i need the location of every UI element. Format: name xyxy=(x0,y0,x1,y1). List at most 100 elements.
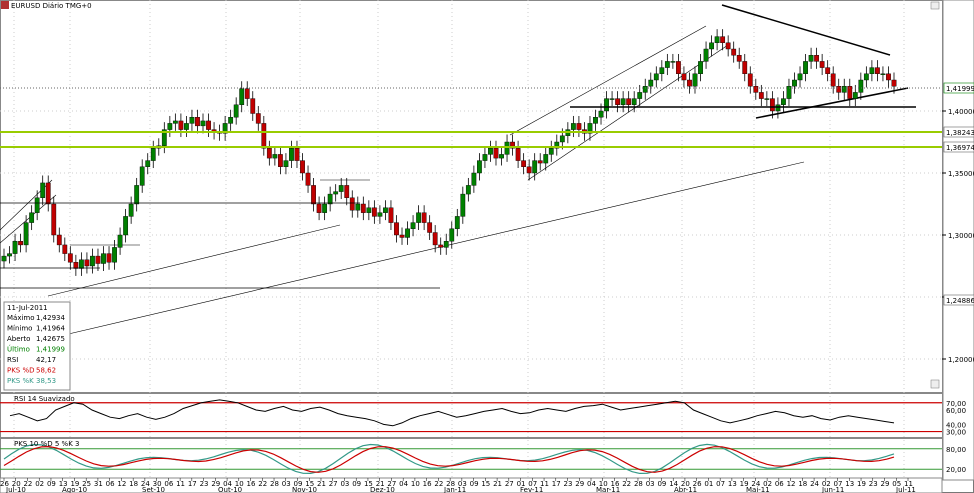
y-tick-label: 1,20000 xyxy=(948,356,974,364)
candle-body xyxy=(410,222,416,230)
y-tick-label: 1,35000 xyxy=(948,170,974,178)
candle-body xyxy=(460,193,466,217)
x-month-label: Out-10 xyxy=(218,486,242,493)
x-day-label: 03 xyxy=(282,480,291,488)
candle-body xyxy=(7,253,12,257)
x-day-label: 09 xyxy=(657,480,666,488)
info-row-label: PKS %K xyxy=(7,377,34,385)
x-day-label: 01 xyxy=(704,480,713,488)
x-day-label: 15 xyxy=(481,480,490,488)
x-day-label: 18 xyxy=(129,480,138,488)
x-day-label: 28 xyxy=(446,480,455,488)
x-day-label: 07 xyxy=(528,480,537,488)
candle-body xyxy=(239,88,245,106)
x-day-label: 19 xyxy=(857,480,866,488)
candle-body xyxy=(95,255,101,264)
candle-body xyxy=(631,98,637,105)
candle-body xyxy=(233,104,239,118)
price-axis xyxy=(942,0,974,481)
info-row-value: 42,17 xyxy=(36,356,56,364)
x-day-label: 17 xyxy=(552,480,561,488)
x-day-label: 23 xyxy=(869,480,878,488)
x-month-label: Jul-11 xyxy=(895,486,916,493)
x-day-label: 30 xyxy=(153,480,162,488)
candle-body xyxy=(261,123,267,149)
candle-body xyxy=(84,259,90,267)
candle-body xyxy=(134,185,140,205)
price-label-box xyxy=(943,126,974,138)
info-row-label: Mínimo xyxy=(7,325,32,333)
candle-body xyxy=(432,232,438,246)
trendline xyxy=(509,25,707,136)
candle-body xyxy=(78,259,84,269)
candle-body xyxy=(167,123,173,130)
candle-body xyxy=(344,185,350,198)
candle-body xyxy=(322,203,328,213)
candle-body xyxy=(360,203,366,213)
candle-body xyxy=(316,203,322,213)
candle-body xyxy=(482,154,488,161)
x-month-label: Set-10 xyxy=(142,486,165,493)
info-row-value: 1,42934 xyxy=(36,314,65,322)
candle-body xyxy=(703,48,709,62)
candle-body xyxy=(150,147,156,161)
candle-body xyxy=(266,147,272,159)
candle-body xyxy=(736,55,742,62)
candle-body xyxy=(698,61,703,75)
candle-body xyxy=(731,48,737,56)
candle-body xyxy=(803,61,808,75)
x-day-label: 09 xyxy=(294,480,303,488)
x-day-label: 06 xyxy=(106,480,115,488)
x-day-label: 09 xyxy=(47,480,56,488)
candle-body xyxy=(886,73,891,81)
info-row-label: Último xyxy=(7,345,30,354)
candle-body xyxy=(825,67,831,74)
candle-body xyxy=(416,212,421,223)
candle-body xyxy=(537,160,543,164)
candle-body xyxy=(664,61,670,68)
x-day-label: 13 xyxy=(845,480,854,488)
candle-body xyxy=(554,141,560,149)
info-date: 11-Jul-2011 xyxy=(7,304,48,312)
candle-body xyxy=(366,207,372,213)
price-label-box xyxy=(943,294,974,306)
x-day-label: 06 xyxy=(775,480,784,488)
candle-body xyxy=(510,141,515,149)
candle-body xyxy=(841,85,847,93)
x-day-label: 14 xyxy=(669,480,678,488)
scroll-button[interactable] xyxy=(930,379,940,389)
x-day-label: 07 xyxy=(716,480,725,488)
date-axis xyxy=(0,477,943,493)
x-day-label: 31 xyxy=(94,480,103,488)
candle-body xyxy=(349,197,355,211)
x-month-label: Abr-11 xyxy=(674,486,697,493)
candle-body xyxy=(311,185,316,205)
candle-body xyxy=(615,98,621,105)
x-month-label: Mar-11 xyxy=(596,486,620,493)
pks-title: PKS 10 %D 5 %K 3 xyxy=(14,440,79,448)
candle-body xyxy=(45,182,51,205)
x-day-label: 24 xyxy=(141,480,150,488)
x-day-label: 10 xyxy=(235,480,244,488)
x-day-label: 13 xyxy=(59,480,68,488)
candle-body xyxy=(847,85,853,99)
candle-body xyxy=(449,228,455,242)
candle-body xyxy=(637,92,643,99)
x-day-label: 19 xyxy=(70,480,79,488)
candle-body xyxy=(206,120,211,130)
candle-body xyxy=(869,67,875,74)
candle-body xyxy=(714,36,720,43)
x-day-label: 02 xyxy=(763,480,772,488)
candle-body xyxy=(371,207,377,217)
window-minimize-button[interactable] xyxy=(930,1,940,10)
candle-body xyxy=(521,160,527,168)
candle-body xyxy=(758,92,764,99)
x-day-label: 23 xyxy=(200,480,209,488)
candle-body xyxy=(499,154,504,159)
x-month-label: Jul-10 xyxy=(5,486,26,493)
x-day-label: 24 xyxy=(751,480,760,488)
candle-body xyxy=(764,98,770,100)
x-day-label: 04 xyxy=(399,480,408,488)
candle-body xyxy=(598,110,604,118)
